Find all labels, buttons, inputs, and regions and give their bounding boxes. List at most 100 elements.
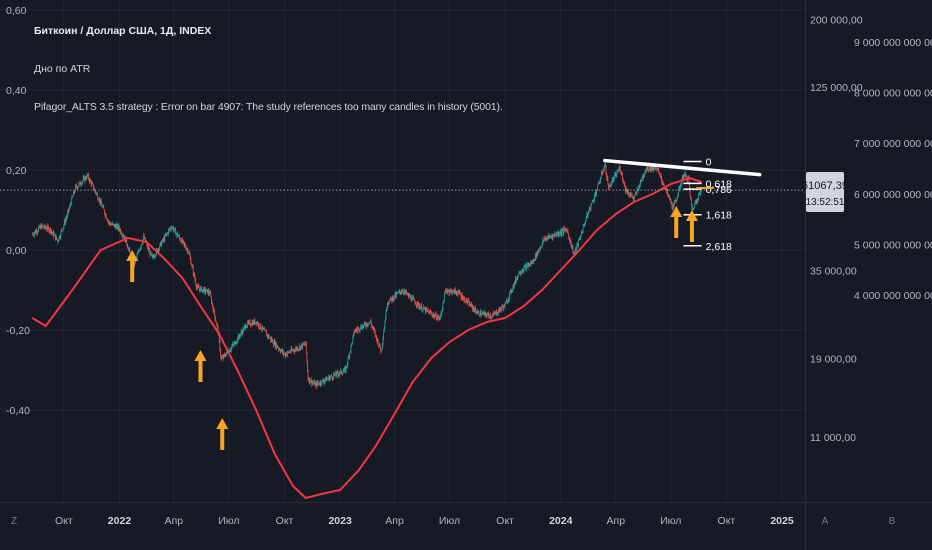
candle-body <box>214 314 216 320</box>
candle-body <box>404 290 406 292</box>
candle-body <box>41 224 43 227</box>
candle-body <box>664 188 666 189</box>
candle-body <box>552 234 554 239</box>
symbol-title[interactable]: Биткоин / Доллар США, 1Д, INDEX <box>34 25 212 37</box>
candle-body <box>234 341 236 343</box>
time-axis-label: Окт <box>718 515 736 527</box>
candle-body <box>525 266 527 270</box>
candle-body <box>120 229 122 234</box>
candle-body <box>84 177 85 181</box>
price-axis[interactable]: 200 000,00 125 000,00 35 000,00 19 000,00 11… <box>810 14 863 444</box>
candle-body <box>324 380 326 382</box>
candle-body <box>504 303 506 307</box>
strategy-error-message[interactable]: Pifagor_ALTS 3.5 strategy : Error on bar… <box>34 101 503 113</box>
candle-body <box>145 238 146 242</box>
candle-body <box>226 351 227 355</box>
candle-body <box>296 347 297 350</box>
candle-body <box>538 250 539 252</box>
candle-body <box>249 321 251 326</box>
left-axis[interactable]: 0,60 0,40 0,20 0,00 -0,20 -0,40 <box>6 5 30 417</box>
candle-body <box>308 379 310 382</box>
candle-body <box>250 325 252 326</box>
candle-body <box>508 298 510 300</box>
candle-body <box>115 226 117 229</box>
time-axis[interactable]: Окт 2022 Апр Июл Окт 2023 Апр Июл Окт 2024 Апр Июл О… <box>55 515 794 527</box>
candle-body <box>626 191 628 194</box>
candle-body <box>314 381 316 386</box>
candle-body <box>454 290 456 294</box>
candle-body <box>163 238 164 241</box>
right-axis-label: 4 000 000 000 000,00 <box>854 290 932 302</box>
candle-body <box>181 239 183 243</box>
candle-body <box>571 246 572 248</box>
candle-body <box>314 383 316 386</box>
candle-body <box>444 293 446 302</box>
candle-body <box>223 354 225 356</box>
candle-body <box>392 297 394 301</box>
candle-body <box>126 244 128 247</box>
candle-body <box>405 291 407 293</box>
candle-body <box>44 225 46 228</box>
candle-body <box>337 373 339 376</box>
indicator-label[interactable]: Дно по ATR <box>34 63 91 75</box>
candle-body <box>191 263 192 266</box>
candle-body <box>96 193 98 195</box>
candle-body <box>693 207 695 209</box>
candle-body <box>629 194 631 196</box>
candle-body <box>338 374 340 376</box>
candle-body <box>637 189 638 190</box>
candle-body <box>105 214 106 216</box>
candle-body <box>673 203 675 207</box>
candle-body <box>302 343 303 348</box>
candle-body <box>257 323 259 325</box>
right-axis[interactable]: 9 000 000 000 000,00 8 000 000 000 000,00… <box>854 37 932 302</box>
candle-body <box>635 192 637 195</box>
candle-body <box>197 285 198 288</box>
candle-body <box>271 338 273 342</box>
candle-body <box>602 171 604 173</box>
candle-body <box>446 289 447 291</box>
candle-body <box>368 322 370 325</box>
candle-body <box>194 277 196 281</box>
candle-body <box>586 214 588 219</box>
candle-body <box>253 320 255 324</box>
candle-body <box>44 225 45 228</box>
candle-body <box>441 311 443 315</box>
candle-body <box>266 334 268 336</box>
candle-body <box>279 348 281 351</box>
candle-body <box>230 347 232 350</box>
candle-body <box>91 182 93 184</box>
right-axis-label: 6 000 000 000 000,00 <box>854 189 932 201</box>
candle-body <box>615 173 617 176</box>
candle-body <box>400 292 402 294</box>
candle-body <box>35 230 37 233</box>
candle-body <box>677 194 679 198</box>
candle-body <box>568 236 570 239</box>
candle-body <box>255 322 256 324</box>
candle-body <box>561 230 563 234</box>
candle-body <box>622 173 623 179</box>
candle-body <box>392 298 394 301</box>
candle-body <box>612 179 614 181</box>
candle-body <box>633 197 635 199</box>
candle-body <box>600 174 602 179</box>
candle-body <box>565 229 567 231</box>
candle-body <box>114 224 116 227</box>
candle-body <box>59 236 60 238</box>
candle-body <box>359 330 360 331</box>
candle-body <box>463 297 465 299</box>
candle-body <box>698 192 700 196</box>
candle-body <box>38 228 39 232</box>
candle-body <box>518 274 519 276</box>
candle-body <box>231 346 233 348</box>
candle-body <box>78 185 79 187</box>
candle-body <box>122 235 124 237</box>
candle-body <box>644 172 646 176</box>
candle-body <box>259 323 261 329</box>
candle-body <box>452 290 454 293</box>
candle-body <box>32 234 33 235</box>
candle-body <box>39 226 41 228</box>
trend-line[interactable] <box>603 158 762 177</box>
candle-body <box>675 200 676 201</box>
